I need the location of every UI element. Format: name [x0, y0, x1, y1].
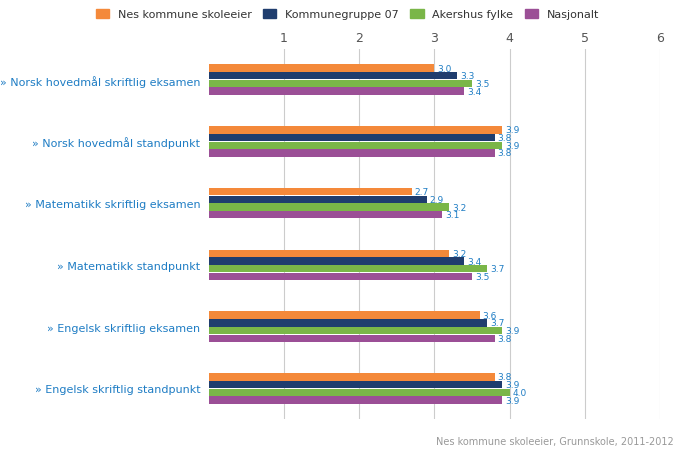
Bar	[208, 134, 495, 142]
Text: 3.5: 3.5	[475, 272, 489, 281]
Bar	[208, 312, 480, 319]
Bar	[208, 266, 487, 273]
Text: 2.9: 2.9	[430, 195, 444, 204]
Text: 2.7: 2.7	[415, 188, 429, 197]
Text: 3.8: 3.8	[498, 134, 512, 143]
Bar	[208, 204, 450, 211]
Text: Nes kommune skoleeier, Grunnskole, 2011-2012: Nes kommune skoleeier, Grunnskole, 2011-…	[436, 437, 674, 446]
Bar	[208, 319, 487, 327]
Bar	[208, 73, 457, 80]
Text: 3.4: 3.4	[468, 257, 482, 266]
Text: 3.0: 3.0	[437, 64, 452, 74]
Bar	[208, 273, 472, 281]
Bar	[208, 250, 450, 258]
Bar	[208, 381, 502, 388]
Text: 3.9: 3.9	[505, 327, 520, 335]
Bar	[208, 335, 495, 342]
Text: 3.7: 3.7	[490, 319, 505, 327]
Bar	[208, 142, 502, 150]
Text: 4.0: 4.0	[513, 388, 527, 397]
Bar	[208, 396, 502, 404]
Text: 3.5: 3.5	[475, 80, 489, 89]
Text: 3.2: 3.2	[452, 203, 467, 212]
Bar	[208, 196, 427, 203]
Bar	[208, 258, 464, 265]
Bar	[208, 373, 495, 381]
Bar	[208, 81, 472, 88]
Text: 3.6: 3.6	[482, 311, 497, 320]
Text: 3.9: 3.9	[505, 396, 520, 405]
Text: 3.8: 3.8	[498, 334, 512, 343]
Bar	[208, 189, 411, 196]
Bar	[208, 327, 502, 335]
Text: 3.3: 3.3	[460, 72, 475, 81]
Bar	[208, 127, 502, 134]
Bar	[208, 150, 495, 157]
Bar	[208, 65, 434, 73]
Bar	[208, 389, 509, 396]
Text: 3.8: 3.8	[498, 149, 512, 158]
Text: 3.4: 3.4	[468, 87, 482, 97]
Text: 3.8: 3.8	[498, 373, 512, 382]
Text: 3.2: 3.2	[452, 249, 467, 258]
Text: 3.9: 3.9	[505, 126, 520, 135]
Legend: Nes kommune skoleeier, Kommunegruppe 07, Akershus fylke, Nasjonalt: Nes kommune skoleeier, Kommunegruppe 07,…	[92, 5, 603, 24]
Bar	[208, 88, 464, 96]
Bar	[208, 212, 442, 219]
Text: 3.9: 3.9	[505, 380, 520, 389]
Text: 3.9: 3.9	[505, 142, 520, 150]
Text: 3.7: 3.7	[490, 265, 505, 274]
Text: 3.1: 3.1	[445, 211, 459, 220]
